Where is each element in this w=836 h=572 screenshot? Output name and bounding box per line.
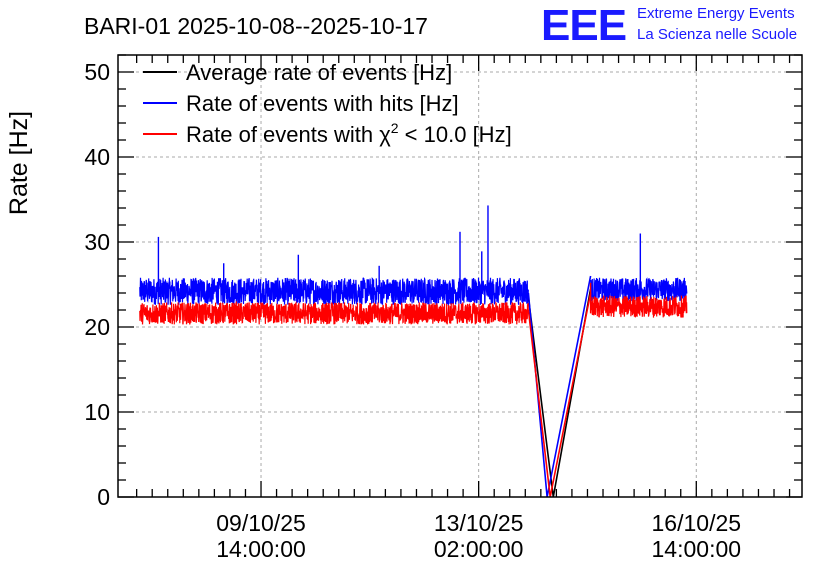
eee-logo: EEE Extreme Energy Events La Scienza nel…: [541, 1, 797, 50]
chart-title: BARI-01 2025-10-08--2025-10-17: [84, 13, 428, 39]
logo-line1: Extreme Energy Events: [637, 5, 795, 22]
series-2-segment-1: [590, 295, 688, 318]
legend-chi2-prefix: Rate of events with χ: [186, 122, 391, 147]
x-tick-label-time-1: 02:00:00: [434, 536, 524, 562]
x-tick-label-date-2: 16/10/25: [652, 510, 742, 536]
y-tick-label-30: 30: [84, 229, 110, 255]
y-tick-label-10: 10: [84, 399, 110, 425]
logo-mark: EEE: [541, 1, 626, 50]
y-tick-label-50: 50: [84, 59, 110, 85]
x-tick-label-date-0: 09/10/25: [216, 510, 306, 536]
series-1: [139, 205, 688, 498]
legend-label-chi2: Rate of events with χ2 < 10.0 [Hz]: [186, 120, 512, 147]
series-1-segment-1: [590, 277, 688, 302]
legend-label-hits: Rate of events with hits [Hz]: [186, 91, 459, 116]
x-tick-label-time-0: 14:00:00: [216, 536, 306, 562]
series-2-segment-0: [139, 300, 529, 325]
legend-chi2-sup: 2: [391, 120, 399, 136]
x-tick-label-time-2: 14:00:00: [652, 536, 742, 562]
y-tick-label-20: 20: [84, 314, 110, 340]
legend-chi2-suffix: < 10.0 [Hz]: [399, 122, 512, 147]
y-axis-label: Rate [Hz]: [5, 111, 33, 215]
legend-label-average: Average rate of events [Hz]: [186, 60, 452, 85]
y-tick-label-0: 0: [97, 484, 110, 510]
series-2: [139, 282, 688, 498]
y-tick-label-40: 40: [84, 144, 110, 170]
x-tick-label-date-1: 13/10/25: [434, 510, 524, 536]
series-layer: [139, 205, 688, 498]
series-1-segment-0: [139, 276, 529, 307]
legend: Average rate of events [Hz] Rate of even…: [143, 60, 512, 147]
logo-line2: La Scienza nelle Scuole: [637, 26, 797, 43]
axes: 0102030405009/10/2514:00:0013/10/2502:00…: [84, 54, 803, 562]
